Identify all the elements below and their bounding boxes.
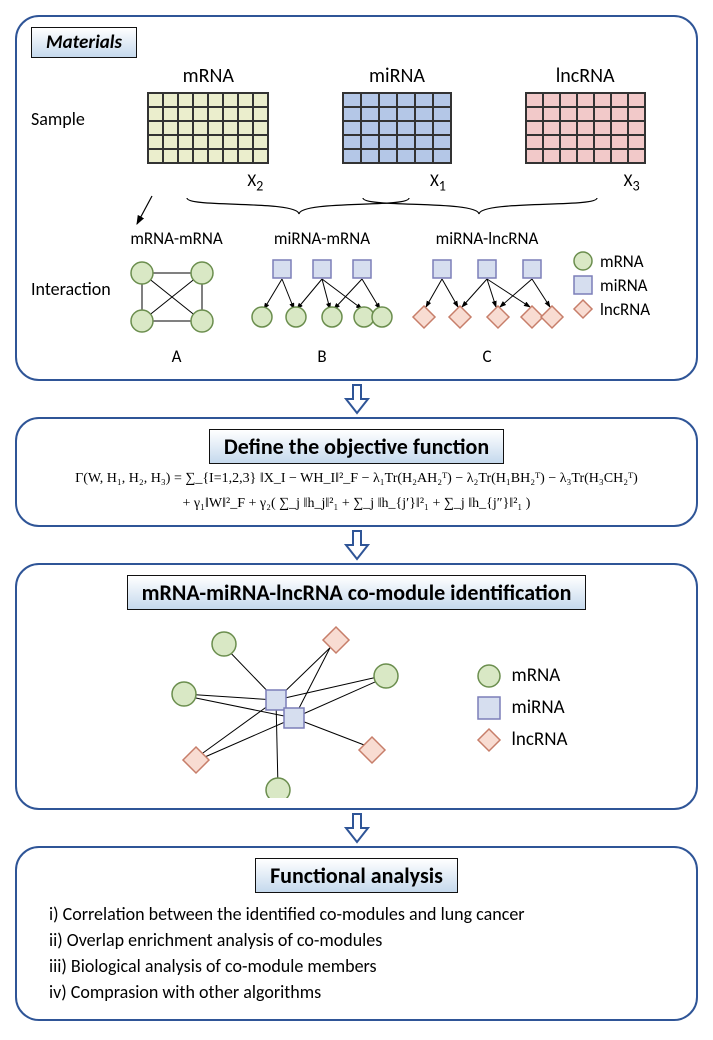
matrix-mRNA: mRNA X2: [147, 64, 269, 194]
interaction-b-tag: B: [242, 346, 402, 367]
functional-item: iv) Comprasion with other algorithms: [49, 979, 682, 1005]
square-icon: [572, 274, 594, 296]
comodule-title: mRNA-miRNA-lncRNA co-module identificati…: [127, 575, 587, 610]
functional-item: i) Correlation between the identified co…: [49, 901, 682, 927]
equation-line2: + γ₁‖W‖²_F + γ₂( ∑_j ‖h_j‖²₁ + ∑_j ‖h_{j…: [31, 495, 682, 513]
legend-item-miRNA: miRNA: [572, 274, 682, 296]
diamond-icon: [476, 727, 502, 753]
materials-legend: mRNA miRNA lncRNA: [572, 228, 682, 322]
interaction-a-label: mRNA-mRNA: [111, 228, 242, 249]
functional-list: i) Correlation between the identified co…: [49, 901, 682, 1005]
legend-item-lncRNA: lncRNA: [572, 298, 682, 320]
panel-objective: Define the objective function Γ(W, H₁, H…: [15, 417, 698, 526]
interaction-c-tag: C: [402, 346, 572, 367]
legend-item-mRNA: mRNA: [476, 663, 568, 689]
network-c: [402, 251, 572, 341]
matrix-label: miRNA: [342, 64, 452, 88]
matrix-label: mRNA: [147, 64, 269, 88]
matrix-sub: X1: [342, 170, 452, 194]
network-b: [242, 251, 402, 341]
square-icon: [476, 695, 502, 721]
functional-item: ii) Overlap enrichment analysis of co-mo…: [49, 927, 682, 953]
matrix-lncRNA: lncRNA X3: [525, 64, 646, 194]
legend-label: lncRNA: [600, 299, 650, 320]
brace-row: [37, 194, 677, 228]
comodule-legend: mRNA miRNA lncRNA: [476, 657, 568, 759]
legend-item-miRNA: miRNA: [476, 695, 568, 721]
interaction-label: Interaction: [31, 228, 111, 300]
functional-item: iii) Biological analysis of co-module me…: [49, 953, 682, 979]
matrix-label: lncRNA: [525, 64, 646, 88]
network-a: [117, 251, 237, 341]
equation-line1: Γ(W, H₁, H₂, H₃) = ∑_{I=1,2,3} ‖X_I − WH…: [31, 470, 682, 488]
objective-title: Define the objective function: [209, 429, 504, 464]
legend-item-mRNA: mRNA: [572, 250, 682, 272]
materials-title: Materials: [31, 27, 137, 58]
legend-label: mRNA: [512, 664, 561, 687]
matrix-miRNA: miRNA X1: [342, 64, 452, 194]
comodule-network: [146, 618, 426, 798]
diamond-icon: [572, 298, 594, 320]
flow-arrow-icon: [342, 812, 372, 844]
matrix-sub: X2: [147, 170, 269, 194]
interaction-c-label: miRNA-lncRNA: [402, 228, 572, 249]
functional-title: Functional analysis: [255, 858, 458, 893]
flow-arrow-icon: [342, 529, 372, 561]
interaction-b-label: miRNA-mRNA: [242, 228, 402, 249]
legend-item-lncRNA: lncRNA: [476, 727, 568, 753]
interaction-a-tag: A: [111, 346, 242, 367]
flow-arrow-icon: [342, 383, 372, 415]
panel-functional: Functional analysis i) Correlation betwe…: [15, 846, 698, 1021]
legend-label: miRNA: [512, 696, 565, 719]
legend-label: mRNA: [600, 251, 644, 272]
panel-materials: Materials Sample mRNA X2 miRNA X1 lncRNA X3 I…: [15, 15, 698, 381]
matrix-sub: X3: [525, 170, 646, 194]
legend-label: miRNA: [600, 275, 648, 296]
sample-label: Sample: [31, 64, 111, 130]
circle-icon: [572, 250, 594, 272]
legend-label: lncRNA: [512, 728, 568, 751]
panel-comodule: mRNA-miRNA-lncRNA co-module identificati…: [15, 563, 698, 810]
circle-icon: [476, 663, 502, 689]
